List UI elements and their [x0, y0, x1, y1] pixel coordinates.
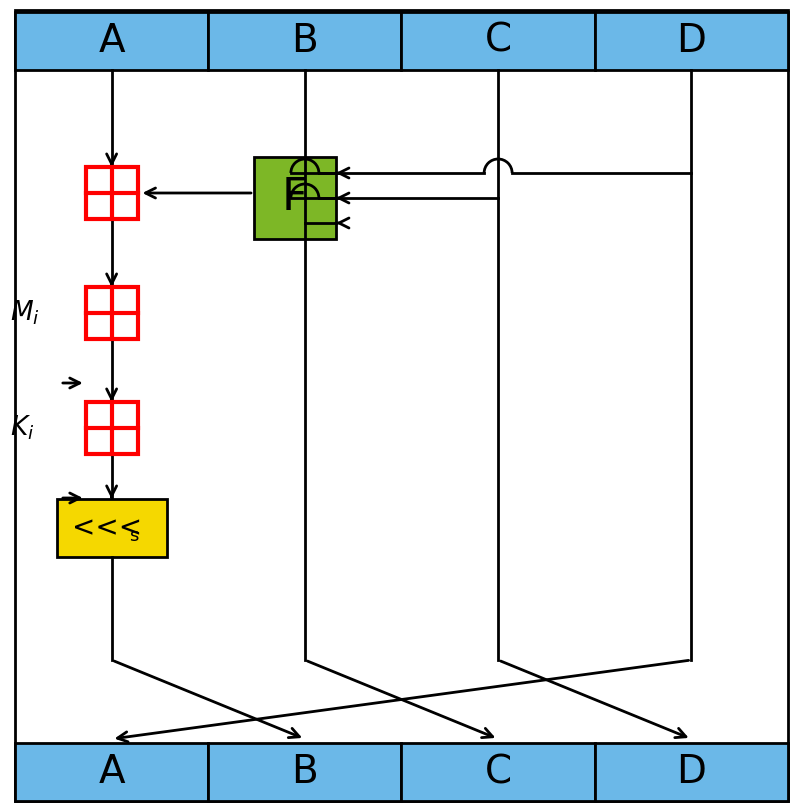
Text: C: C [484, 753, 511, 791]
Text: C: C [484, 22, 511, 60]
Bar [594, 12, 787, 70]
Text: B: B [291, 22, 318, 60]
Bar [86, 287, 137, 339]
Bar [401, 12, 594, 70]
Bar [86, 402, 137, 454]
Bar [594, 743, 787, 801]
Bar [401, 743, 594, 801]
Bar [86, 167, 137, 219]
Bar [253, 157, 335, 239]
Text: A: A [98, 753, 125, 791]
Text: <<<: <<< [71, 514, 141, 542]
Bar [15, 12, 208, 70]
Bar [57, 499, 167, 557]
Text: D: D [675, 753, 706, 791]
Bar [15, 743, 208, 801]
Text: A: A [98, 22, 125, 60]
Text: F: F [282, 177, 307, 220]
Text: s: s [129, 527, 138, 545]
Bar [208, 12, 401, 70]
Bar [208, 743, 401, 801]
Text: $K_i$: $K_i$ [10, 414, 34, 442]
Text: D: D [675, 22, 706, 60]
Text: B: B [291, 753, 318, 791]
Text: $M_i$: $M_i$ [10, 298, 40, 328]
